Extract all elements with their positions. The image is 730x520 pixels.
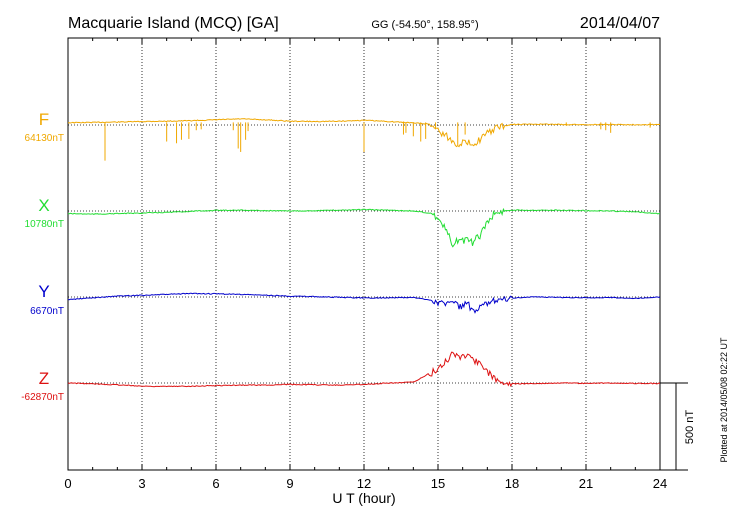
component-label-y: Y — [38, 282, 49, 301]
component-label-x: X — [38, 196, 49, 215]
baseline-label-x: 10780nT — [25, 219, 64, 230]
x-axis-label: U T (hour) — [332, 490, 395, 506]
series-line-f — [67, 118, 661, 148]
component-label-z: Z — [39, 369, 49, 388]
component-label-f: F — [39, 110, 49, 129]
series-group: F 64130nT X 10780nT Y 6670nT Z -62870nT — [21, 110, 661, 403]
x-axis-ticks: 0 3 6 9 12 15 18 21 24 — [64, 38, 667, 491]
series-line-z — [67, 351, 661, 388]
x-tick-label: 9 — [286, 476, 293, 491]
x-tick-label: 18 — [505, 476, 519, 491]
series-line-x — [67, 207, 660, 248]
x-tick-label: 12 — [357, 476, 371, 491]
x-tick-label: 3 — [138, 476, 145, 491]
station-title: Macquarie Island (MCQ) [GA] — [68, 15, 279, 32]
x-tick-label: 24 — [653, 476, 667, 491]
grid-lines — [68, 38, 660, 470]
baseline-label-y: 6670nT — [30, 306, 64, 317]
x-tick-label: 6 — [212, 476, 219, 491]
x-tick-label: 15 — [431, 476, 445, 491]
plotted-timestamp: Plotted at 2014/05/08 02:22 UT — [719, 337, 729, 463]
series-line-y — [67, 292, 661, 314]
x-tick-label: 0 — [64, 476, 71, 491]
baseline-label-z: -62870nT — [21, 392, 64, 403]
baseline-label-f: 64130nT — [25, 133, 64, 144]
date-label: 2014/04/07 — [580, 15, 660, 32]
scale-bar-label: 500 nT — [684, 410, 696, 445]
x-tick-label: 21 — [579, 476, 593, 491]
scale-bar — [660, 382, 688, 471]
coordinates-label: GG (-54.50°, 158.95°) — [371, 19, 478, 31]
